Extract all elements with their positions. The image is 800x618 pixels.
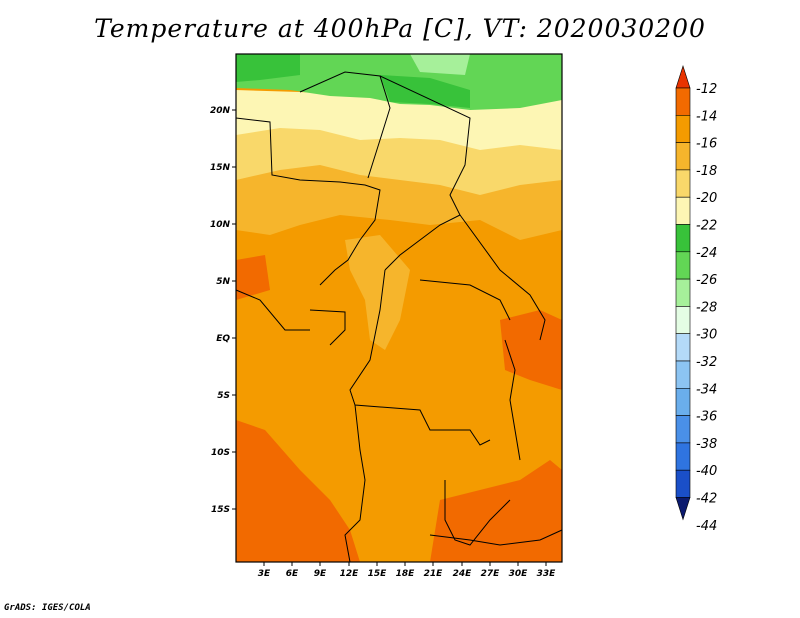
- lat-label: 15N: [210, 163, 231, 173]
- lon-label: 27E: [481, 569, 501, 579]
- lon-label: 12E: [340, 569, 360, 579]
- map-frame: [235, 53, 563, 563]
- colorbar-swatch: [675, 196, 691, 225]
- colorbar-swatch: [675, 278, 691, 307]
- lon-label: 15E: [368, 569, 388, 579]
- lon-label: 18E: [396, 569, 416, 579]
- lon-label: 30E: [509, 569, 529, 579]
- colorbar-swatch: [675, 169, 691, 198]
- colorbar-label: -44: [696, 519, 717, 534]
- colorbar-label: -36: [696, 410, 717, 425]
- colorbar-swatch: [675, 360, 691, 389]
- temperature-field: [236, 54, 562, 562]
- colorbar-swatch: [675, 497, 691, 521]
- colorbar-label: -16: [696, 137, 717, 152]
- colorbar-swatch: [675, 142, 691, 171]
- colorbar-swatch: [675, 469, 691, 498]
- lon-label: 33E: [537, 569, 557, 579]
- colorbar-label: -22: [696, 219, 717, 234]
- lat-label: 20N: [210, 106, 231, 116]
- colorbar-label: -28: [696, 300, 717, 315]
- colorbar-swatch: [675, 333, 691, 362]
- lat-label: EQ: [216, 334, 230, 344]
- lon-label: 9E: [314, 569, 327, 579]
- lon-axis: 3E 6E 9E 12E 15E 18E 21E 24E 27E 30E 33E: [258, 569, 556, 579]
- colorbar: -12 -14 -16 -18 -20 -22 -24 -26 -28 -30 -32 -34 -36 -…: [675, 65, 717, 534]
- colorbar-label: -12: [696, 82, 717, 97]
- colorbar-label: -42: [696, 492, 717, 507]
- colorbar-label: -40: [696, 464, 717, 479]
- colorbar-swatch: [675, 387, 691, 416]
- colorbar-swatch: [675, 224, 691, 253]
- lon-label: 6E: [286, 569, 299, 579]
- colorbar-label: -32: [696, 355, 717, 370]
- colorbar-swatch: [675, 87, 691, 116]
- colorbar-label: -30: [696, 328, 717, 343]
- map-title: Temperature at 400hPa [C], VT: 202003020…: [94, 14, 706, 43]
- colorbar-label: -38: [696, 437, 717, 452]
- colorbar-swatch: [675, 306, 691, 334]
- lon-label: 21E: [424, 569, 444, 579]
- colorbar-swatch: [675, 415, 691, 444]
- lat-axis: 20N 15N 10N 5N EQ 5S 10S 15S: [210, 106, 231, 515]
- colorbar-swatch: [675, 115, 691, 143]
- lat-label: 5S: [217, 391, 230, 401]
- lon-label: 3E: [258, 569, 271, 579]
- colorbar-swatch: [675, 251, 691, 280]
- colorbar-swatch: [675, 442, 691, 471]
- colorbar-label: -20: [696, 191, 717, 206]
- lat-label: 10N: [210, 220, 231, 230]
- colorbar-label: -34: [696, 382, 717, 397]
- country-borders: [235, 71, 563, 563]
- lat-label: 5N: [216, 277, 230, 287]
- colorbar-label: -24: [696, 246, 717, 261]
- lon-label: 24E: [453, 569, 473, 579]
- colorbar-label: -14: [696, 109, 717, 124]
- colorbar-label: -26: [696, 273, 717, 288]
- lat-label: 10S: [211, 448, 230, 458]
- credit-text: GrADS: IGES/COLA: [4, 603, 91, 613]
- colorbar-swatch: [675, 65, 691, 89]
- lat-label: 15S: [211, 505, 230, 515]
- colorbar-label: -18: [696, 164, 717, 179]
